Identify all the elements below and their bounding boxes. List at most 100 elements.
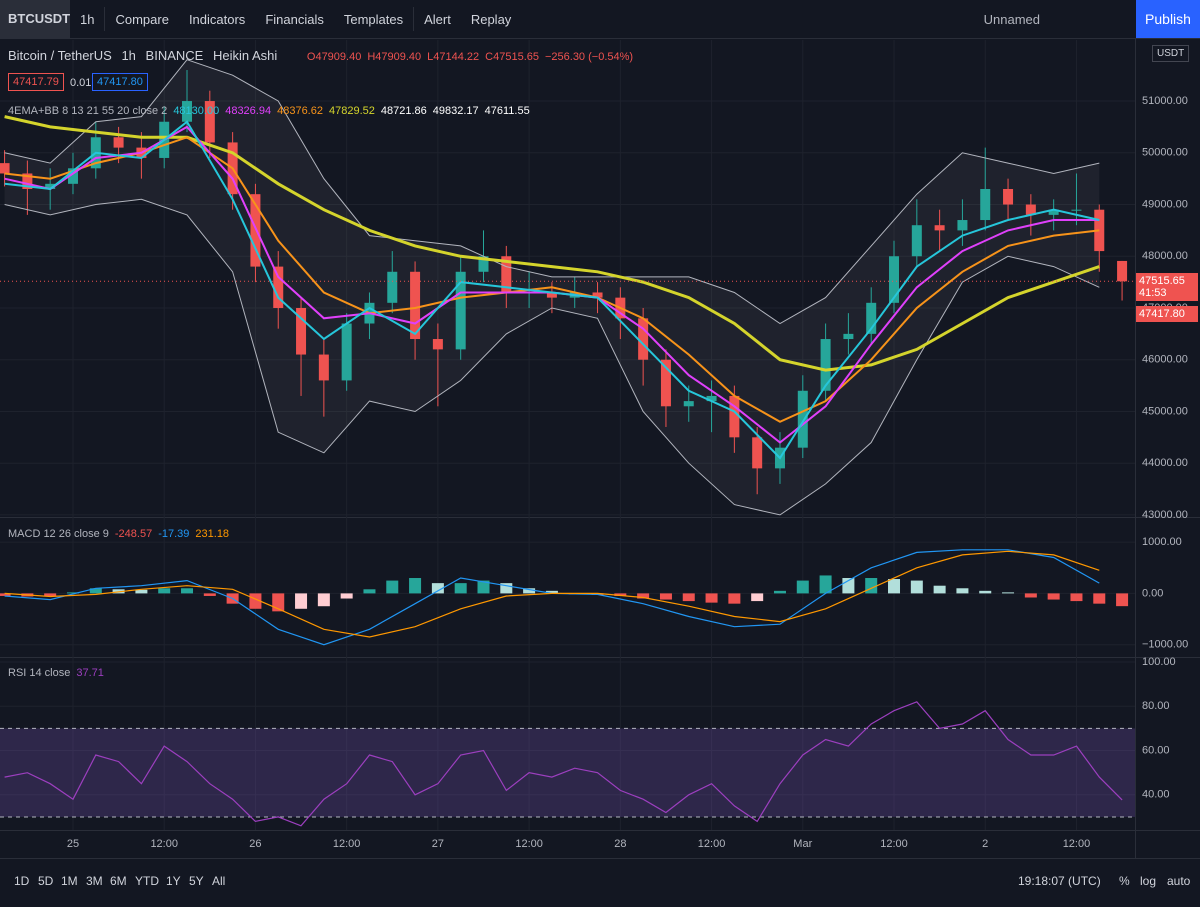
ohlc-high: H47909.40 [367,51,422,63]
publish-button[interactable]: Publish [1136,0,1200,38]
histogram-bar [956,588,969,594]
histogram-bar [614,593,627,596]
symbol-exchange: BINANCE [145,48,204,63]
indicator-line [4,59,1100,325]
candle-body [45,183,56,189]
range-button[interactable]: YTD [135,874,159,888]
candle-body [341,323,352,381]
histogram-bar [317,593,330,607]
histogram-bar [865,578,878,594]
indicator-legend: 4EMA+BB 8 13 21 55 20 close 2 48130.00 483… [8,105,536,117]
y-tick-label: 44000.00 [1142,457,1188,469]
histogram-bar [933,585,946,594]
histogram-bar [295,593,308,609]
histogram-bar [203,593,216,596]
range-button[interactable]: 1M [61,874,78,888]
symbol-name: Bitcoin / TetherUS [8,48,112,63]
compare-button[interactable]: Compare [115,11,169,27]
ohlc-low: L47144.22 [427,51,480,63]
candle-body [67,168,78,184]
ohlc-open: O47909.40 [306,51,362,63]
candle-body [592,292,603,298]
x-tick-label: 12:00 [880,838,908,850]
range-button[interactable]: 1Y [166,874,181,888]
rsi-legend: RSI 14 close 37.71 [8,667,110,679]
histogram-bar [659,593,672,600]
x-tick-label: 12:00 [515,838,543,850]
x-tick-label: 2 [982,838,988,850]
candle-body [980,188,991,221]
auto-toggle[interactable]: auto [1167,874,1191,888]
indicator-value: 48130.00 [173,105,220,117]
histogram-bar [910,580,923,594]
log-toggle[interactable]: log [1140,874,1157,888]
y-tick-label: 46000.00 [1142,354,1188,366]
top-toolbar: BTCUSDT 1h Compare Indicators Financials… [0,0,1200,39]
histogram-bar [523,588,536,594]
indicator-value: 47611.55 [484,105,530,117]
chart-style: Heikin Ashi [212,48,278,63]
replay-button[interactable]: Replay [470,11,512,27]
sell-price[interactable]: 47417.79 [8,73,64,91]
range-button[interactable]: 3M [86,874,103,888]
currency-label[interactable]: USDT [1152,45,1190,62]
candle-body [22,173,33,189]
y-tick-label: 43000.00 [1142,509,1188,521]
candle-body [204,101,215,143]
histogram-bar [1002,592,1015,594]
candle-body [113,137,124,148]
histogram-bar [386,580,399,594]
range-button[interactable]: 5D [38,874,54,888]
histogram-bar [340,593,353,599]
ohlc-change: −256.30 (−0.54%) [544,51,634,63]
histogram-bar [477,580,490,594]
range-button[interactable]: 6M [110,874,127,888]
macd-value: -17.39 [158,528,190,540]
alert-button[interactable]: Alert [424,11,451,27]
bid-price-label: 47417.80 [1136,306,1198,322]
range-button[interactable]: 5Y [189,874,204,888]
histogram-bar [135,589,148,594]
histogram-bar [158,588,171,594]
histogram-bar [249,593,262,609]
range-button[interactable]: All [212,874,226,888]
y-tick-label: 45000.00 [1142,405,1188,417]
candle-body [820,339,831,391]
indicator-value: 48326.94 [225,105,272,117]
macd-legend: MACD 12 26 close 9 -248.57 -17.39 231.18 [8,528,235,540]
histogram-bar [637,593,650,599]
histogram-bar [89,588,102,594]
x-tick-label: 26 [249,838,261,850]
buy-price[interactable]: 47417.80 [92,73,148,91]
y-tick-label: 100.00 [1142,656,1176,668]
histogram-bar [979,590,992,594]
y-tick-label: 51000.00 [1142,95,1188,107]
clock[interactable]: 19:18:07 (UTC) [1018,874,1101,888]
histogram-bar [545,590,558,594]
histogram-bar [751,593,764,602]
candle-body [387,271,398,303]
histogram-bar [1093,593,1106,604]
range-button[interactable]: 1D [14,874,30,888]
macd-line [4,550,1100,638]
rsi-value: 37.71 [76,667,104,679]
bar-countdown: 41:53 [1139,287,1167,300]
candle-body [729,395,740,438]
histogram-bar [1047,593,1060,600]
percent-toggle[interactable]: % [1119,874,1130,888]
candle-body [546,292,557,298]
candle-body [432,339,443,350]
financials-button[interactable]: Financials [265,11,324,27]
ohlc-close: C47515.65 [485,51,539,63]
histogram-bar [728,593,741,604]
symbol-button[interactable]: BTCUSDT [0,0,70,38]
layout-name[interactable]: Unnamed [983,12,1040,27]
interval-button[interactable]: 1h [80,11,95,27]
candle-body [410,271,421,340]
candle-body [752,437,763,469]
y-tick-label: −1000.00 [1142,639,1188,651]
histogram-bar [796,580,809,594]
indicators-button[interactable]: Indicators [188,11,246,27]
templates-button[interactable]: Templates [343,11,404,27]
